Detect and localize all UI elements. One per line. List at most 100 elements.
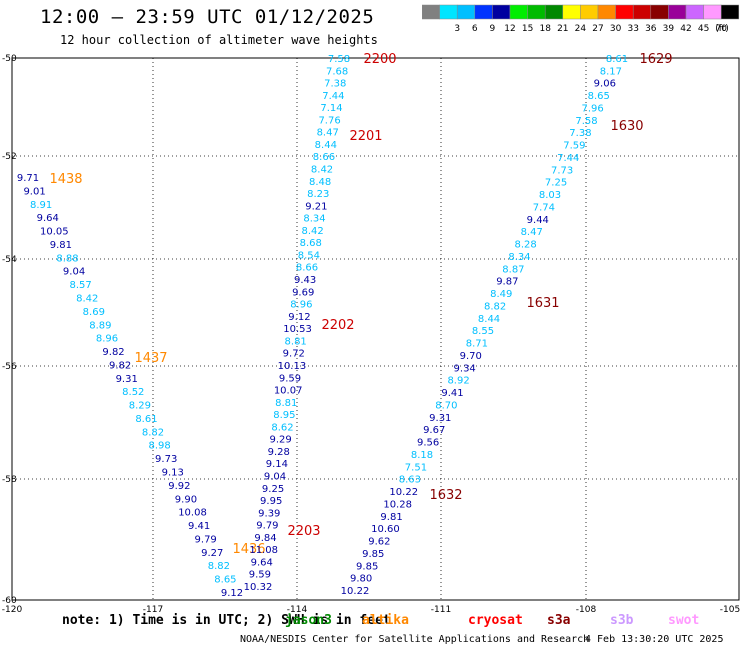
lat-tick-label: -58 bbox=[2, 475, 17, 485]
wave-height-value: 7.74 bbox=[533, 202, 555, 213]
wave-height-value: 10.60 bbox=[371, 524, 400, 535]
pass-time-label: 2202 bbox=[321, 318, 354, 333]
wave-height-value: 9.87 bbox=[496, 277, 518, 288]
wave-height-value: 9.82 bbox=[109, 360, 131, 371]
wave-height-value: 9.21 bbox=[305, 201, 327, 212]
wave-height-value: 9.82 bbox=[102, 347, 124, 358]
wave-height-value: 8.42 bbox=[301, 226, 323, 237]
wave-height-value: 9.59 bbox=[249, 570, 271, 581]
wave-height-value: 9.70 bbox=[460, 351, 482, 362]
satellite-name: jason3 bbox=[285, 613, 332, 628]
wave-height-value: 8.57 bbox=[70, 280, 92, 291]
wave-height-value: 7.44 bbox=[557, 153, 579, 164]
wave-height-value: 9.12 bbox=[221, 588, 243, 599]
page-subtitle: 12 hour collection of altimeter wave hei… bbox=[60, 33, 378, 47]
legend-tick-label: 24 bbox=[575, 24, 587, 34]
wave-height-value: 9.04 bbox=[264, 471, 286, 482]
wave-height-value: 9.81 bbox=[380, 512, 402, 523]
pass-time-label: 1629 bbox=[639, 52, 672, 67]
wave-height-value: 8.70 bbox=[435, 400, 457, 411]
wave-height-value: 9.71 bbox=[17, 173, 39, 184]
wave-height-value: 8.29 bbox=[129, 401, 151, 412]
lon-tick-label: -105 bbox=[720, 605, 740, 612]
pass-time-label: 1437 bbox=[134, 351, 167, 366]
wave-height-value: 7.59 bbox=[563, 141, 585, 152]
wave-height-value: 8.91 bbox=[30, 200, 52, 211]
wave-height-value: 8.66 bbox=[296, 263, 318, 274]
wave-height-value: 9.56 bbox=[417, 438, 439, 449]
lat-tick-label: -56 bbox=[2, 362, 17, 372]
wave-height-value: 8.61 bbox=[606, 54, 628, 65]
wave-height-value: 8.92 bbox=[447, 376, 469, 387]
wave-height-value: 8.44 bbox=[315, 140, 337, 151]
legend-tick-label: 15 bbox=[522, 24, 533, 34]
wave-height-value: 8.96 bbox=[290, 300, 312, 311]
wave-height-value: 7.58 bbox=[328, 54, 350, 65]
legend-tick-label: 6 bbox=[472, 24, 478, 34]
wave-height-value: 7.76 bbox=[318, 115, 340, 126]
wave-height-value: 8.61 bbox=[135, 414, 157, 425]
wave-height-value: 9.90 bbox=[175, 494, 197, 505]
wave-height-value: 9.59 bbox=[279, 373, 301, 384]
wave-height-value: 9.92 bbox=[168, 481, 190, 492]
wave-height-value: 9.64 bbox=[37, 213, 59, 224]
wave-height-value: 8.69 bbox=[83, 307, 105, 318]
wave-height-value: 9.81 bbox=[50, 240, 72, 251]
wave-height-value: 10.22 bbox=[389, 487, 418, 498]
footer-credit: NOAA/NESDIS Center for Satellite Applica… bbox=[240, 634, 590, 645]
satellite-name: s3a bbox=[547, 613, 571, 628]
note-text: note: 1) Time is in UTC; 2) SWH is in fe… bbox=[62, 613, 391, 628]
satellite-name: s3b bbox=[610, 613, 634, 628]
wave-height-value: 8.28 bbox=[514, 240, 536, 251]
legend-tick-label: 45 bbox=[698, 24, 709, 34]
plot-border bbox=[11, 57, 740, 601]
wave-height-value: 8.66 bbox=[313, 152, 335, 163]
lon-tick-label: -108 bbox=[576, 605, 597, 612]
wave-height-value: 8.48 bbox=[309, 177, 331, 188]
pass-time-label: 1632 bbox=[429, 488, 462, 503]
satellite-name: cryosat bbox=[468, 613, 523, 628]
pass-time-label: 1436 bbox=[232, 542, 265, 557]
wave-height-value: 9.62 bbox=[368, 537, 390, 548]
legend-unit: (ft) bbox=[715, 24, 729, 34]
wave-height-value: 8.95 bbox=[273, 410, 295, 421]
legend-tick-label: 27 bbox=[592, 24, 603, 34]
wave-height-value: 9.06 bbox=[594, 79, 616, 90]
wave-height-value: 9.25 bbox=[262, 484, 284, 495]
footer-timestamp: 4 Feb 13:30:20 UTC 2025 bbox=[585, 634, 724, 645]
pass-time-label: 1630 bbox=[610, 119, 643, 134]
wave-height-value: 8.44 bbox=[478, 314, 500, 325]
wave-height-value: 10.08 bbox=[178, 508, 207, 519]
wave-height-value: 7.38 bbox=[324, 79, 346, 90]
wave-height-value: 8.54 bbox=[298, 250, 320, 261]
lon-tick-label: -111 bbox=[431, 605, 451, 612]
wave-height-value: 8.23 bbox=[307, 189, 329, 200]
pass-time-label: 1438 bbox=[49, 172, 82, 187]
lat-tick-label: -54 bbox=[2, 255, 17, 265]
lat-tick-label: -50 bbox=[2, 54, 17, 64]
legend-tick-label: 39 bbox=[663, 24, 675, 34]
satellite-name: swot bbox=[668, 613, 700, 628]
lat-tick-label: -52 bbox=[2, 152, 17, 162]
lat-tick-label: -60 bbox=[2, 596, 17, 606]
pass-time-label: 2203 bbox=[287, 524, 320, 539]
wave-height-value: 8.62 bbox=[271, 422, 293, 433]
wave-height-value: 9.31 bbox=[116, 374, 138, 385]
legend-tick-label: 36 bbox=[645, 24, 657, 34]
wave-height-value: 8.82 bbox=[142, 427, 164, 438]
wave-height-value: 7.68 bbox=[326, 66, 348, 77]
wave-height-value: 10.53 bbox=[283, 324, 312, 335]
wave-height-value: 9.72 bbox=[283, 349, 305, 360]
wave-height-value: 8.47 bbox=[317, 128, 339, 139]
legend-tick-label: 21 bbox=[557, 24, 568, 34]
wave-height-value: 9.41 bbox=[188, 521, 210, 532]
page-title: 12:00 — 23:59 UTC 01/12/2025 bbox=[40, 6, 375, 28]
wave-height-value: 8.47 bbox=[521, 227, 543, 238]
wave-height-value: 9.80 bbox=[350, 574, 372, 585]
wave-height-value: 8.55 bbox=[472, 326, 494, 337]
wave-height-value: 7.38 bbox=[569, 128, 591, 139]
wave-height-value: 7.58 bbox=[575, 116, 597, 127]
pass-time-label: 2200 bbox=[363, 52, 396, 67]
wave-height-value: 9.69 bbox=[292, 287, 314, 298]
wave-height-value: 8.88 bbox=[56, 253, 78, 264]
